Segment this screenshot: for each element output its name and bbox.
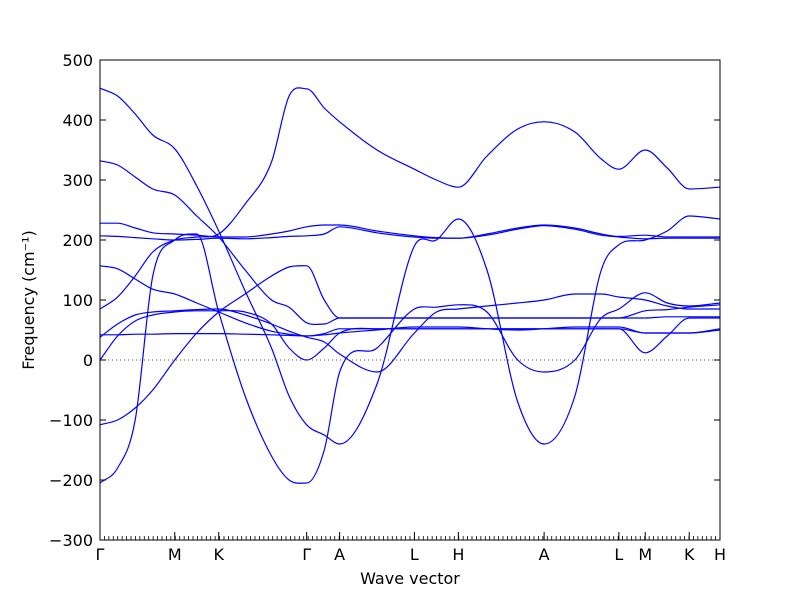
- x-tick-label: A: [539, 545, 550, 564]
- x-tick-label: M: [168, 545, 182, 564]
- band-line-10: [99, 326, 721, 337]
- x-tick-label: L: [410, 545, 419, 564]
- band-line-2: [99, 160, 721, 326]
- band-lines: [99, 87, 721, 484]
- y-tick-label: 300: [62, 171, 93, 190]
- y-tick-label: 500: [62, 51, 93, 70]
- band-line-11: [99, 293, 721, 373]
- x-tick-label: Γ: [96, 545, 105, 564]
- x-tick-label: K: [213, 545, 224, 564]
- x-tick-label: K: [684, 545, 695, 564]
- x-tick-label: M: [638, 545, 652, 564]
- x-tick-label: H: [452, 545, 464, 564]
- y-tick-label: 100: [62, 291, 93, 310]
- y-tick-label: −100: [49, 411, 93, 430]
- band-line-3: [99, 222, 721, 239]
- y-tick-label: −300: [49, 531, 93, 550]
- y-tick-label: −200: [49, 471, 93, 490]
- y-tick-label: 200: [62, 231, 93, 250]
- band-line-7: [99, 265, 721, 426]
- y-axis-ticks: −300 −200 −100 0 100 200 300 400 500: [49, 51, 720, 550]
- plot-frame: [99, 59, 721, 541]
- band-line-9: [99, 309, 721, 361]
- x-tick-label: H: [714, 545, 726, 564]
- band-line-8: [99, 233, 721, 484]
- y-tick-label: 400: [62, 111, 93, 130]
- x-tick-label: A: [334, 545, 345, 564]
- y-axis-label: Frequency (cm⁻¹): [19, 230, 38, 369]
- band-line-1: [99, 87, 721, 445]
- x-tick-label: Γ: [302, 545, 311, 564]
- band-line-6: [99, 87, 721, 310]
- y-tick-label: 0: [83, 351, 93, 370]
- x-axis-label: Wave vector: [360, 569, 460, 588]
- band-line-4: [99, 225, 721, 241]
- band-line-5: [99, 265, 721, 337]
- x-tick-label: L: [614, 545, 623, 564]
